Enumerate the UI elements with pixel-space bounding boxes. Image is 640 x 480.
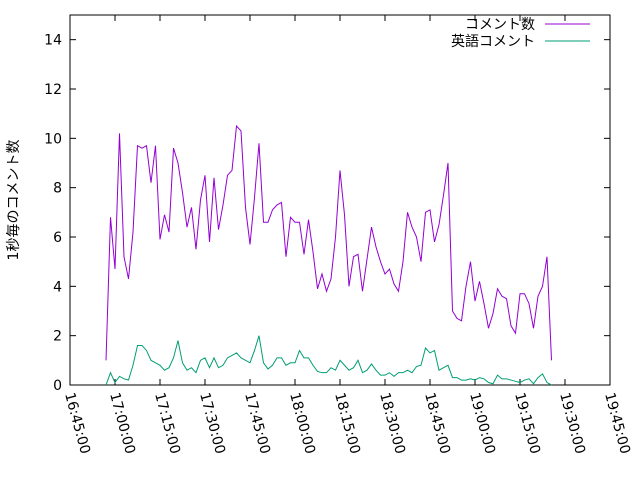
y-axis: 0 2 4 6 8 10 12 14 xyxy=(44,33,610,394)
y-tick-label: 2 xyxy=(53,329,62,345)
x-tick-label: 18:15:00 xyxy=(331,391,363,456)
plot-area-frame xyxy=(69,14,611,386)
y-tick-label: 12 xyxy=(44,82,62,98)
x-tick-label: 18:45:00 xyxy=(421,391,453,456)
legend-label: コメント数 xyxy=(465,17,535,33)
x-tick-label: 17:15:00 xyxy=(151,391,183,456)
y-tick-label: 8 xyxy=(53,181,62,197)
series-line-2 xyxy=(105,335,552,386)
x-tick-label: 19:30:00 xyxy=(556,391,588,456)
y-tick-label: 14 xyxy=(44,33,62,49)
y-tick-label: 0 xyxy=(53,378,62,394)
y-tick-label: 4 xyxy=(53,279,62,295)
x-tick-label: 17:30:00 xyxy=(196,391,228,456)
legend-label: 英語コメント xyxy=(451,33,535,50)
x-tick-label: 19:15:00 xyxy=(511,391,543,456)
x-tick-label: 19:00:00 xyxy=(466,391,498,456)
x-tick-label: 17:45:00 xyxy=(241,391,273,456)
series-line-1 xyxy=(105,124,552,361)
x-tick-label: 19:45:00 xyxy=(601,391,633,456)
y-axis-label: 1秒毎のコメント数 xyxy=(6,140,22,261)
x-tick-label: 16:45:00 xyxy=(61,391,93,456)
x-axis: 16:45:00 17:00:00 17:15:00 17:30:00 17:45:00… xyxy=(61,15,633,456)
x-tick-label: 18:30:00 xyxy=(376,391,408,456)
series-layer xyxy=(105,124,552,386)
x-tick-label: 17:00:00 xyxy=(106,391,138,456)
y-tick-label: 10 xyxy=(44,131,62,147)
y-tick-label: 6 xyxy=(53,230,62,246)
x-tick-label: 18:00:00 xyxy=(286,391,318,456)
